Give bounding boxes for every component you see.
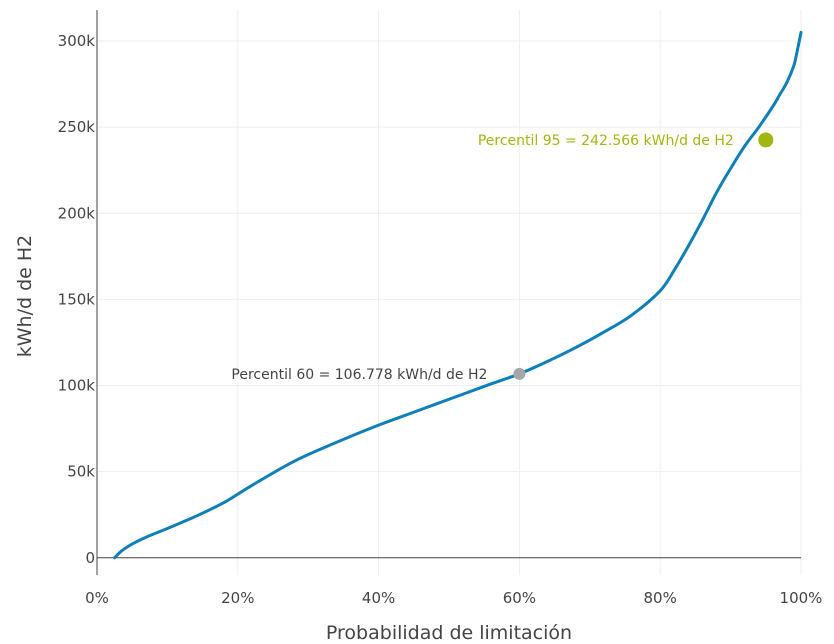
annotations: Percentil 60 = 106.778 kWh/d de H2 Percen… bbox=[231, 132, 774, 383]
x-tick-label: 40% bbox=[362, 589, 395, 607]
y-tick-label: 150k bbox=[58, 290, 96, 308]
x-tick-label: 0% bbox=[85, 589, 109, 607]
x-tick-label: 60% bbox=[503, 589, 536, 607]
y-tick-label: 250k bbox=[58, 118, 96, 136]
axes bbox=[96, 10, 801, 575]
y-tick-label: 0 bbox=[85, 549, 95, 567]
y-tick-label: 300k bbox=[58, 32, 96, 50]
x-tick-label: 80% bbox=[644, 589, 677, 607]
x-tick-label: 20% bbox=[221, 589, 254, 607]
y-axis-title: kWh/d de H2 bbox=[14, 235, 36, 358]
tick-labels: 0 50k 100k 150k 200k 250k 300k 0% 20% 40% 60% 80% 10… bbox=[58, 32, 823, 607]
percentile-label: Percentil 95 = 242.566 kWh/d de H2 bbox=[478, 133, 734, 149]
grid-lines bbox=[97, 10, 802, 575]
percentile-marker bbox=[513, 367, 526, 380]
x-axis-title: Probabilidad de limitación bbox=[326, 622, 572, 644]
percentile-marker bbox=[758, 132, 774, 148]
y-tick-label: 100k bbox=[58, 377, 96, 395]
data-series bbox=[113, 30, 803, 560]
y-tick-label: 50k bbox=[67, 463, 95, 481]
percentile-label: Percentil 60 = 106.778 kWh/d de H2 bbox=[231, 367, 487, 383]
y-tick-label: 200k bbox=[58, 204, 96, 222]
x-tick-label: 100% bbox=[780, 589, 823, 607]
series-line bbox=[113, 30, 803, 560]
